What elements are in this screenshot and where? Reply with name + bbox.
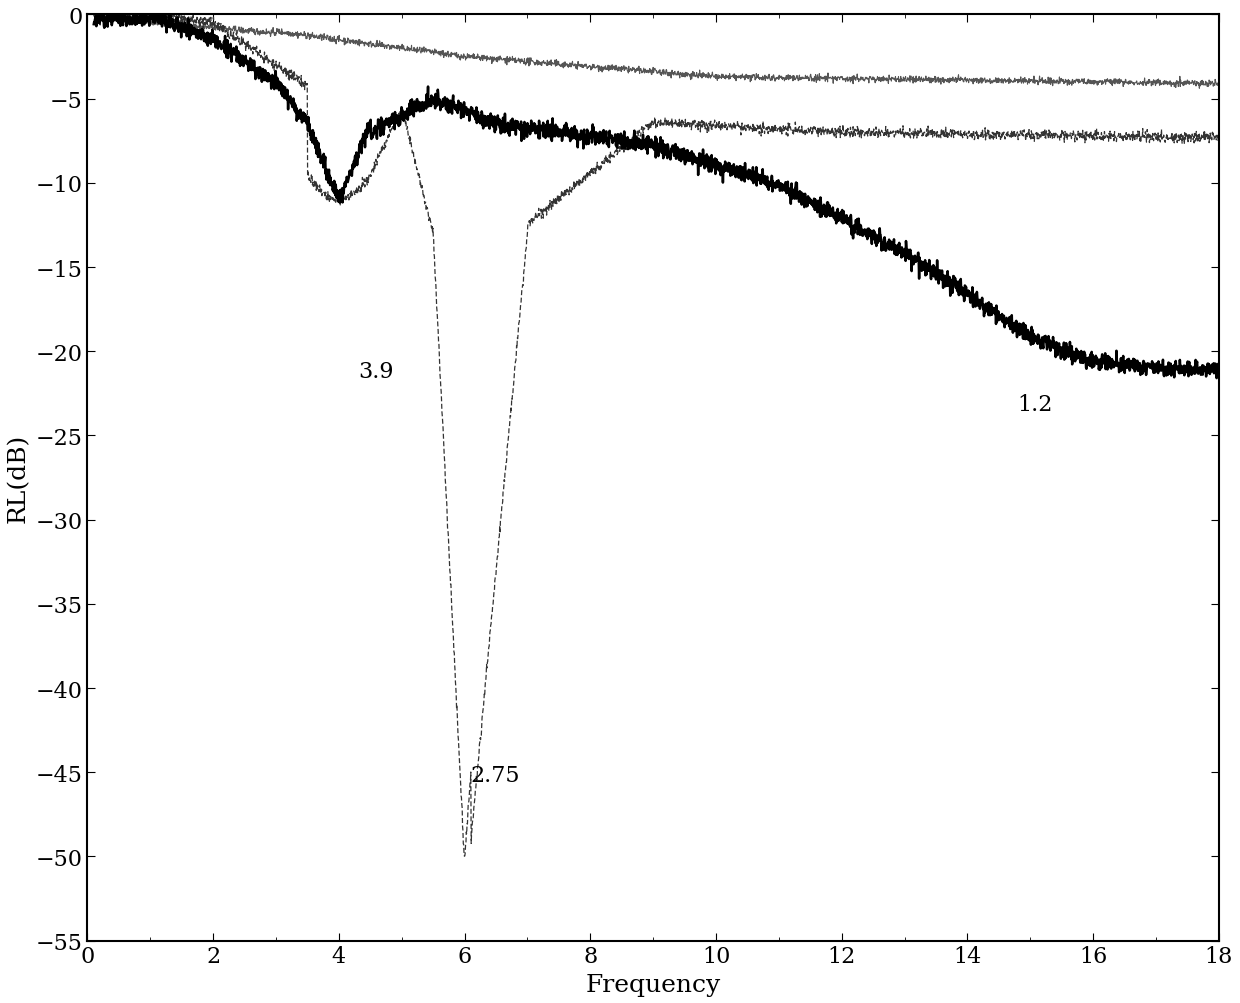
Text: 2.75: 2.75	[471, 764, 521, 786]
Text: 3.9: 3.9	[358, 360, 393, 382]
Text: 1.2: 1.2	[1018, 394, 1053, 416]
Y-axis label: RL(dB): RL(dB)	[7, 433, 30, 523]
X-axis label: Frequency: Frequency	[585, 973, 720, 996]
